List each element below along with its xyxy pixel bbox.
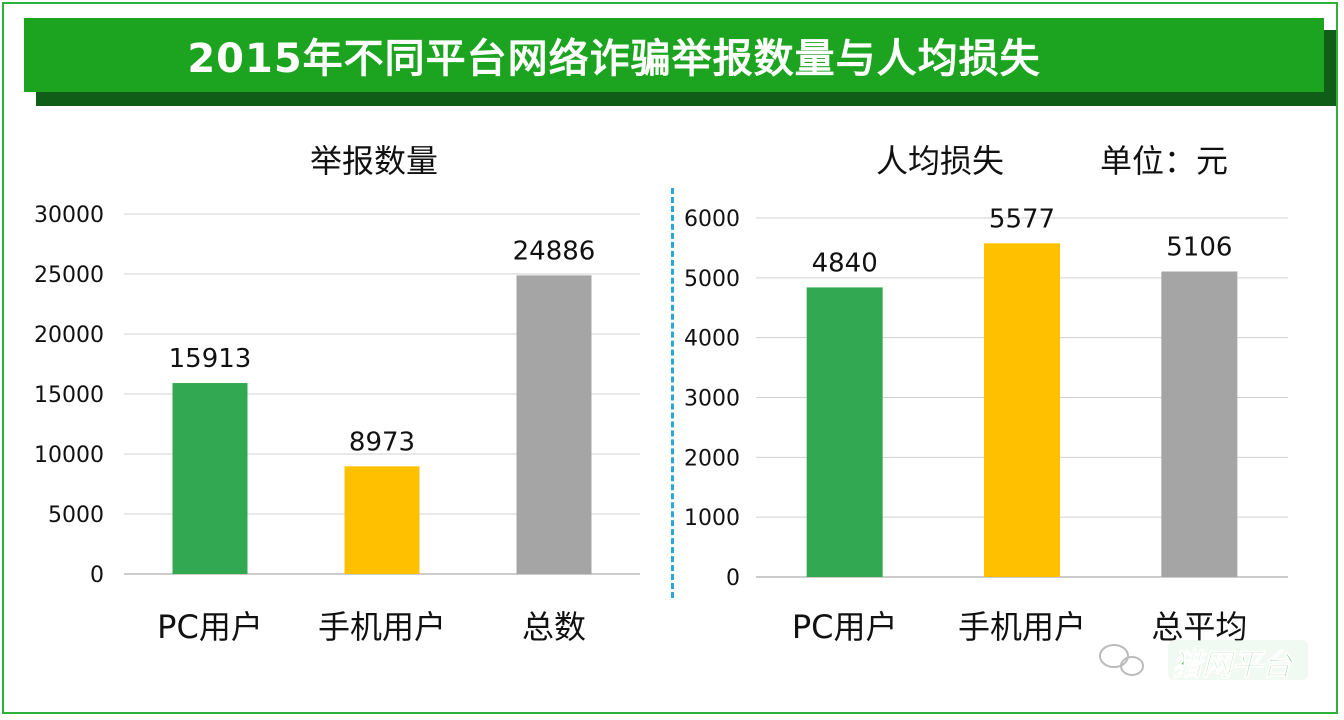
category-label-0-0: PC用户: [157, 608, 263, 646]
category-label-1-1: 手机用户: [958, 608, 1086, 646]
category-label-1-2: 总平均: [1151, 608, 1247, 646]
data-label-1-2: 5106: [1166, 232, 1232, 262]
y-tick-label-0-3: 15000: [34, 383, 104, 408]
data-label-1-0: 4840: [812, 248, 878, 278]
left-chart-title: 举报数量: [310, 142, 439, 180]
y-tick-label-1-0: 0: [726, 566, 740, 591]
category-label-0-1: 手机用户: [318, 608, 446, 646]
bar-1-0: [806, 287, 883, 577]
title-banner: 2015年不同平台网络诈骗举报数量与人均损失: [24, 18, 1324, 92]
bar-1-2: [1161, 271, 1238, 577]
data-label-0-0: 15913: [169, 344, 252, 374]
y-tick-label-1-4: 4000: [684, 327, 740, 352]
data-label-0-1: 8973: [349, 427, 415, 457]
y-tick-label-1-2: 2000: [684, 446, 740, 471]
y-tick-label-0-2: 10000: [34, 443, 104, 468]
bar-1-1: [984, 243, 1060, 577]
y-tick-label-1-5: 5000: [684, 267, 740, 292]
right-chart-title: 人均损失: [876, 142, 1005, 180]
y-tick-label-1-3: 3000: [684, 387, 740, 412]
y-tick-label-0-0: 0: [90, 563, 104, 588]
y-tick-label-0-5: 25000: [34, 263, 104, 288]
category-label-0-2: 总数: [522, 608, 586, 646]
y-tick-label-0-4: 20000: [34, 323, 104, 348]
bar-0-2: [516, 275, 592, 574]
page-title: 2015年不同平台网络诈骗举报数量与人均损失: [187, 36, 1041, 82]
category-label-1-0: PC用户: [792, 608, 898, 646]
data-label-1-1: 5577: [989, 204, 1055, 234]
chart-divider: [671, 188, 674, 598]
watermark-text: 猎网平台: [1172, 648, 1293, 684]
y-tick-label-0-6: 30000: [34, 203, 104, 228]
unit-label: 单位：元: [1100, 142, 1229, 180]
y-tick-label-1-6: 6000: [684, 207, 740, 232]
bar-0-1: [344, 466, 420, 574]
data-label-0-2: 24886: [513, 236, 596, 266]
watermark-logo: [1099, 640, 1308, 680]
y-tick-label-0-1: 5000: [48, 503, 104, 528]
y-tick-label-1-1: 1000: [684, 506, 740, 531]
bar-0-0: [172, 383, 248, 574]
